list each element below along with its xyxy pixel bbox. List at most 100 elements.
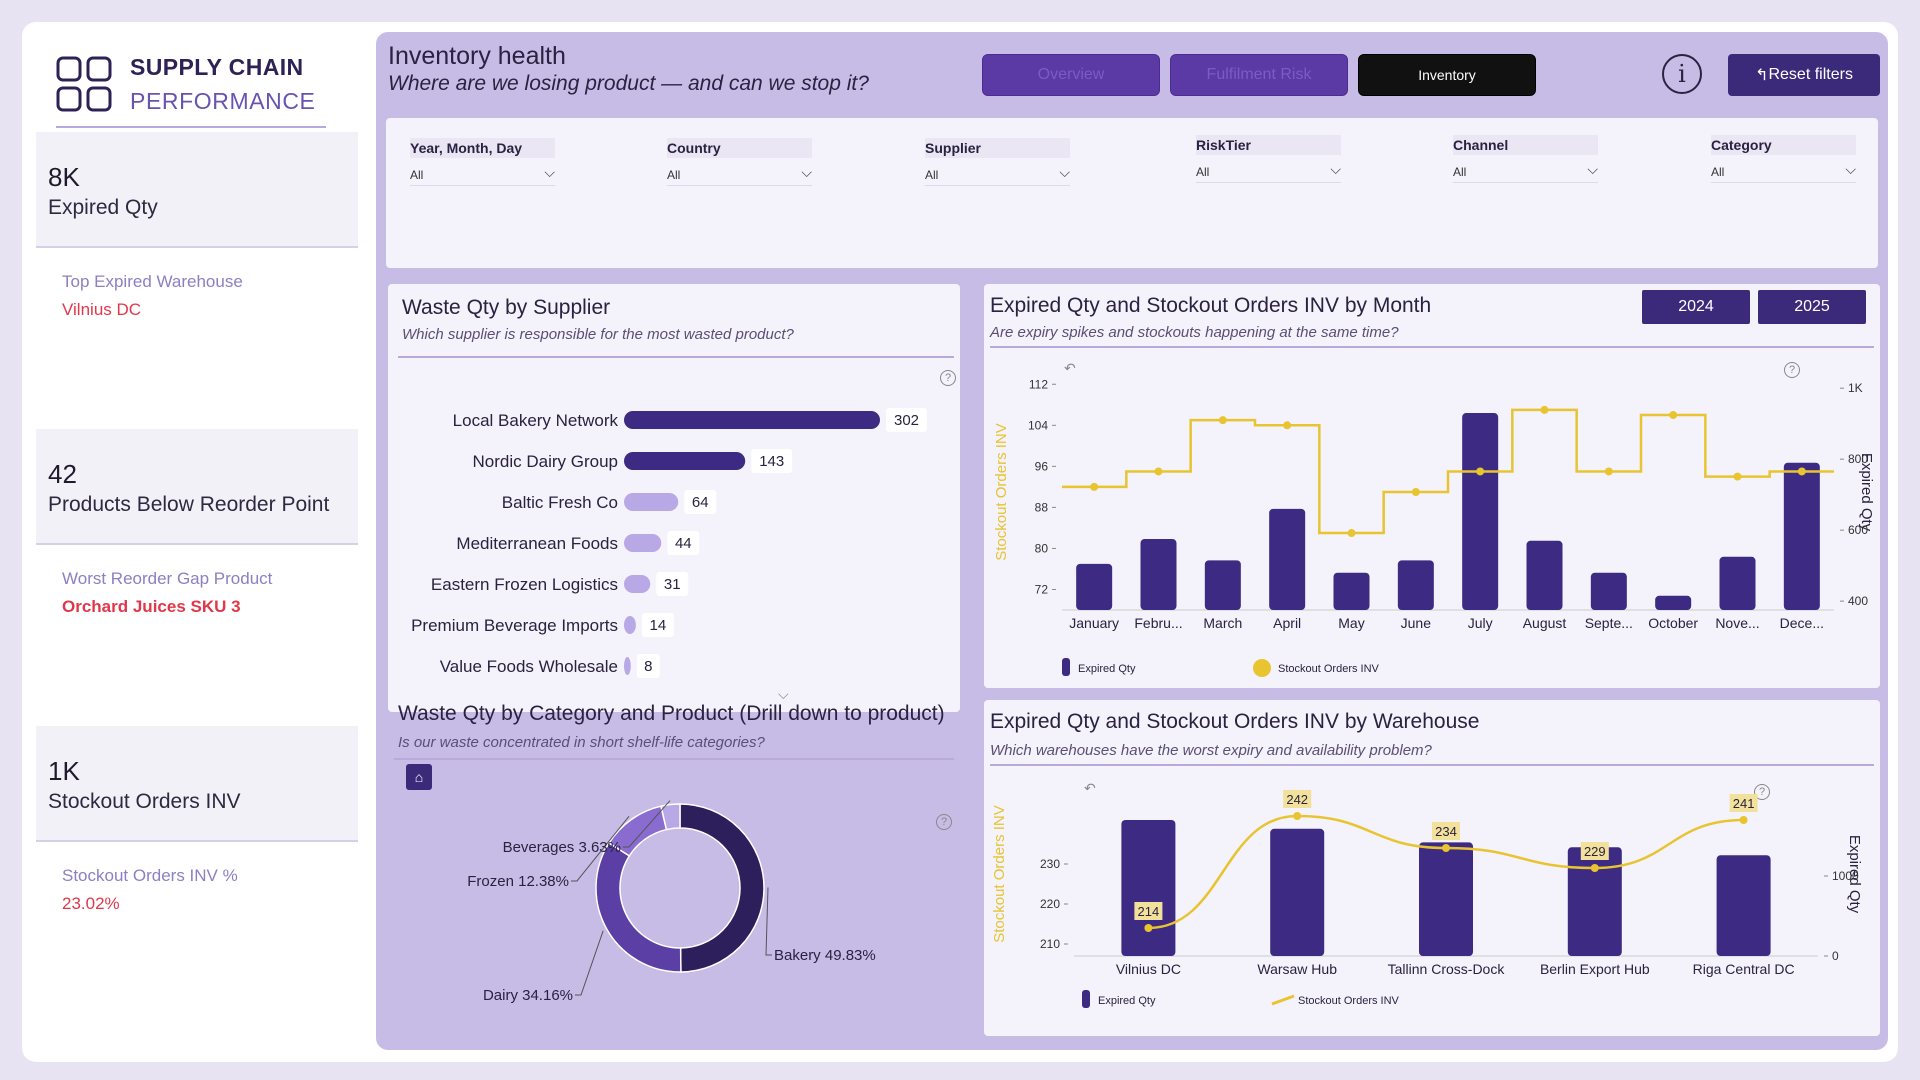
help-icon[interactable]: ?	[940, 370, 956, 386]
warehouse-combo-panel: Expired Qty and Stockout Orders INV by W…	[984, 700, 1880, 1036]
stockout-point[interactable]	[1797, 467, 1806, 476]
donut-slice[interactable]	[679, 803, 765, 973]
expired-qty-bar[interactable]	[1140, 539, 1177, 610]
supplier-bar[interactable]	[624, 657, 631, 675]
kpi-sub-label: Worst Reorder Gap Product	[62, 569, 273, 588]
filter-supplier[interactable]: Supplier All ⌵	[925, 138, 1075, 186]
kpi-card-expired[interactable]: 8K Expired Qty	[36, 132, 358, 248]
donut-slice[interactable]	[660, 803, 681, 831]
legend-label[interactable]: Stockout Orders INV	[1298, 995, 1400, 1007]
legend-label[interactable]: Expired Qty	[1078, 663, 1136, 675]
x-tick-label: Riga Central DC	[1693, 961, 1795, 977]
supplier-bar[interactable]	[624, 575, 651, 593]
stockout-line[interactable]	[1148, 814, 1744, 930]
y-tick-label: 210	[1040, 937, 1060, 951]
kpi-sub-label: Top Expired Warehouse	[62, 272, 243, 291]
stockout-point[interactable]	[1347, 529, 1356, 538]
help-icon[interactable]: ?	[1784, 362, 1800, 378]
kpi-card-stockout[interactable]: 1K Stockout Orders INV	[36, 726, 358, 842]
filter-select[interactable]: All ⌵	[667, 164, 812, 186]
kpi-sub-value: Vilnius DC	[62, 300, 142, 319]
filter-select[interactable]: All ⌵	[1711, 161, 1856, 183]
expired-qty-bar[interactable]	[1076, 563, 1113, 610]
stockout-point[interactable]	[1442, 844, 1450, 852]
home-icon[interactable]: ⌂	[406, 764, 432, 790]
stockout-point[interactable]	[1669, 411, 1678, 420]
expired-qty-bar[interactable]	[1567, 847, 1622, 956]
stockout-point[interactable]	[1476, 467, 1485, 476]
expired-qty-bar[interactable]	[1462, 413, 1499, 610]
data-label-bg	[1729, 794, 1758, 812]
stockout-point[interactable]	[1604, 467, 1613, 476]
filter-select[interactable]: All ⌵	[1453, 161, 1598, 183]
expired-qty-bar[interactable]	[1655, 595, 1692, 610]
expired-qty-bar[interactable]	[1719, 556, 1756, 610]
y2-tick-label: 1000	[1832, 869, 1859, 883]
tab-fulfilment-risk[interactable]: Fulfilment Risk	[1170, 54, 1348, 96]
filter-date[interactable]: Year, Month, Day All ⌵	[410, 138, 560, 186]
filter-label: Channel	[1453, 135, 1598, 155]
chevron-down-icon[interactable]: ⌵	[778, 686, 789, 702]
legend-bar-swatch	[1062, 658, 1070, 676]
kpi-card-reorder[interactable]: 42 Products Below Reorder Point	[36, 429, 358, 545]
filter-label: Country	[667, 138, 812, 158]
stockout-point[interactable]	[1540, 405, 1549, 414]
filter-select[interactable]: All ⌵	[925, 164, 1070, 186]
filter-value: All	[410, 168, 424, 182]
stockout-point[interactable]	[1733, 472, 1742, 481]
drill-up-icon[interactable]: ↶	[1084, 780, 1096, 796]
help-icon[interactable]: ?	[936, 814, 952, 830]
filter-category[interactable]: Category All ⌵	[1711, 135, 1861, 183]
stockout-point[interactable]	[1293, 812, 1302, 820]
stockout-point[interactable]	[1411, 488, 1420, 496]
expired-qty-bar[interactable]	[1270, 828, 1325, 956]
supplier-bar[interactable]	[624, 411, 880, 429]
drill-up-icon[interactable]: ↶	[1064, 360, 1076, 376]
stockout-point[interactable]	[1090, 482, 1099, 491]
expired-qty-bar[interactable]	[1590, 572, 1627, 610]
help-icon[interactable]: ?	[1754, 784, 1770, 800]
expired-qty-bar[interactable]	[1333, 572, 1370, 610]
tab-overview[interactable]: Overview	[982, 54, 1160, 96]
stockout-point[interactable]	[1283, 421, 1292, 430]
legend-bar-swatch	[1082, 990, 1090, 1008]
year-2025-button[interactable]: 2025	[1758, 290, 1866, 324]
legend-label[interactable]: Expired Qty	[1098, 995, 1156, 1007]
expired-qty-bar[interactable]	[1526, 540, 1563, 610]
reset-filters-button[interactable]: ↰ Reset filters	[1728, 54, 1880, 96]
y2-tick-label: 1K	[1848, 381, 1863, 395]
kpi-sidebar: SUPPLY CHAIN PERFORMANCE 8K Expired Qty …	[36, 36, 362, 1052]
expired-qty-bar[interactable]	[1269, 508, 1306, 610]
expired-qty-bar[interactable]	[1419, 842, 1473, 956]
stockout-point[interactable]	[1218, 416, 1227, 425]
filter-select[interactable]: All ⌵	[410, 164, 555, 186]
panel-divider	[398, 356, 954, 358]
stockout-point[interactable]	[1590, 864, 1599, 872]
supplier-bar[interactable]	[624, 493, 679, 511]
stockout-point[interactable]	[1739, 816, 1748, 824]
supplier-bar[interactable]	[624, 534, 662, 552]
stockout-point[interactable]	[1144, 924, 1153, 932]
expired-qty-bar[interactable]	[1121, 820, 1176, 956]
filter-channel[interactable]: Channel All ⌵	[1453, 135, 1603, 183]
expired-qty-bar[interactable]	[1397, 560, 1434, 610]
filter-select[interactable]: All ⌵	[1196, 161, 1341, 183]
line-data-label: 229	[1584, 844, 1606, 859]
expired-qty-bar[interactable]	[1716, 855, 1771, 956]
filter-risktier[interactable]: RiskTier All ⌵	[1196, 135, 1346, 183]
supplier-bar[interactable]	[624, 452, 746, 470]
legend-label[interactable]: Stockout Orders INV	[1278, 663, 1380, 675]
tab-inventory[interactable]: Inventory	[1358, 54, 1536, 96]
line-data-label: 242	[1286, 792, 1308, 807]
expired-qty-bar[interactable]	[1204, 560, 1241, 610]
kpi-label: Stockout Orders INV	[48, 790, 241, 813]
stockout-line[interactable]	[1062, 408, 1834, 535]
data-label-bg	[656, 572, 689, 596]
supplier-bar[interactable]	[624, 616, 636, 634]
stockout-point[interactable]	[1154, 467, 1163, 476]
info-icon[interactable]: i	[1662, 54, 1702, 94]
year-2024-button[interactable]: 2024	[1642, 290, 1750, 324]
expired-qty-bar[interactable]	[1783, 462, 1820, 610]
filter-country[interactable]: Country All ⌵	[667, 138, 817, 186]
donut-slice[interactable]	[595, 841, 682, 973]
